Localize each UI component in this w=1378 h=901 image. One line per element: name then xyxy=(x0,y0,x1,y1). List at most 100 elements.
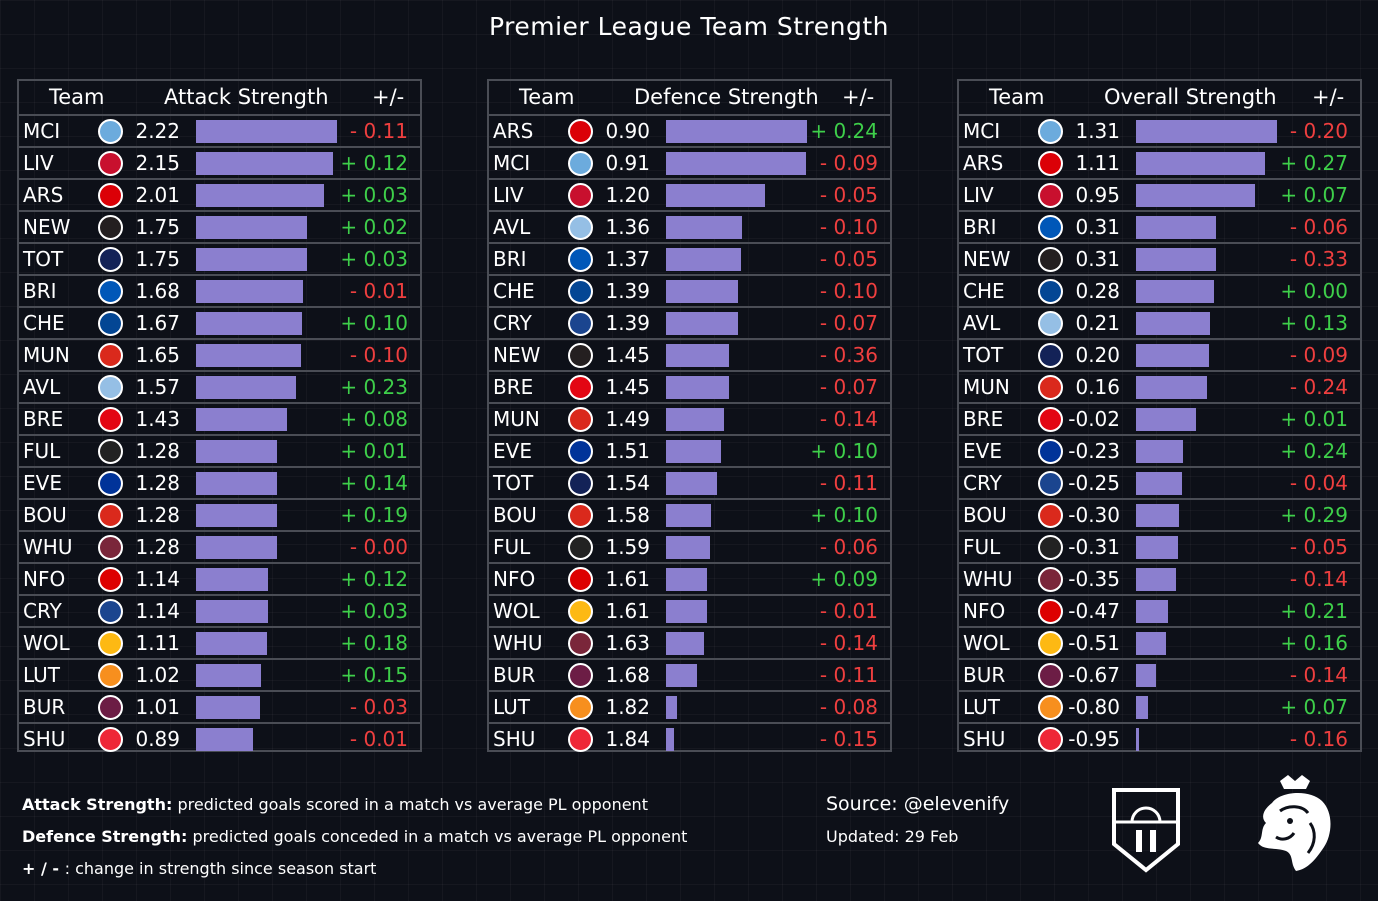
team-abbr: CHE xyxy=(963,279,1005,303)
club-crest-icon xyxy=(98,375,123,400)
club-crest-icon xyxy=(1038,375,1063,400)
table-row: CRY 1.14 + 0.03 xyxy=(19,594,420,626)
strength-value: 1.68 xyxy=(605,663,650,687)
strength-value: 1.84 xyxy=(605,727,650,751)
change-value: + 0.10 xyxy=(340,311,408,335)
table-row: WOL -0.51 + 0.16 xyxy=(959,626,1360,658)
strength-bar xyxy=(196,536,278,559)
change-value: - 0.05 xyxy=(819,183,878,207)
change-value: + 0.01 xyxy=(340,439,408,463)
source-text: Source: @elevenify xyxy=(826,793,1010,815)
change-value: - 0.06 xyxy=(1289,215,1348,239)
premier-league-lion-logo xyxy=(1258,775,1331,871)
team-abbr: MUN xyxy=(23,343,70,367)
club-crest-icon xyxy=(568,599,593,624)
club-crest-icon xyxy=(1038,279,1063,304)
strength-value: 1.49 xyxy=(605,407,650,431)
table-row: NEW 0.31 - 0.33 xyxy=(959,242,1360,274)
strength-bar xyxy=(1136,312,1210,335)
strength-value: 1.28 xyxy=(135,503,180,527)
strength-value: 0.89 xyxy=(135,727,180,751)
strength-bar xyxy=(666,248,741,271)
change-value: - 0.00 xyxy=(349,535,408,559)
club-crest-icon xyxy=(568,407,593,432)
team-abbr: MUN xyxy=(963,375,1010,399)
club-crest-icon xyxy=(1038,503,1063,528)
strength-value: 1.37 xyxy=(605,247,650,271)
team-abbr: CHE xyxy=(23,311,65,335)
change-value: + 0.18 xyxy=(340,631,408,655)
team-abbr: LIV xyxy=(493,183,524,207)
table-row: WHU 1.28 - 0.00 xyxy=(19,530,420,562)
strength-bar xyxy=(666,472,717,495)
change-value: + 0.19 xyxy=(340,503,408,527)
strength-bar xyxy=(666,408,724,431)
club-crest-icon xyxy=(1038,471,1063,496)
change-value: - 0.10 xyxy=(819,215,878,239)
club-crest-icon xyxy=(98,727,123,752)
table-row: ARS 1.11 + 0.27 xyxy=(959,146,1360,178)
strength-value: 0.31 xyxy=(1075,215,1120,239)
table-row: ARS 0.90 + 0.24 xyxy=(489,114,890,146)
strength-bar xyxy=(1136,216,1216,239)
page-title: Premier League Team Strength xyxy=(488,12,890,41)
change-value: - 0.06 xyxy=(819,535,878,559)
change-value: + 0.14 xyxy=(340,471,408,495)
table-row: LUT 1.82 - 0.08 xyxy=(489,690,890,722)
strength-bar xyxy=(196,248,308,271)
team-abbr: ARS xyxy=(963,151,1004,175)
table-row: AVL 0.21 + 0.13 xyxy=(959,306,1360,338)
legend-attack-text: predicted goals scored in a match vs ave… xyxy=(172,795,648,814)
header-change: +/- xyxy=(372,85,405,109)
change-value: - 0.11 xyxy=(819,663,878,687)
strength-bar xyxy=(666,216,743,239)
header-team: Team xyxy=(519,85,575,109)
team-abbr: CRY xyxy=(493,311,532,335)
club-crest-icon xyxy=(98,279,123,304)
table-row: SHU 0.89 - 0.01 xyxy=(19,722,420,754)
strength-value: 1.20 xyxy=(605,183,650,207)
strength-bar xyxy=(1136,696,1149,719)
strength-bar xyxy=(666,184,765,207)
change-value: - 0.11 xyxy=(349,119,408,143)
club-crest-icon xyxy=(98,471,123,496)
strength-value: 1.36 xyxy=(605,215,650,239)
legend-change-label: + / - xyxy=(22,859,65,878)
strength-value: 0.20 xyxy=(1075,343,1120,367)
team-abbr: TOT xyxy=(493,471,534,495)
change-value: - 0.14 xyxy=(1289,567,1348,591)
change-value: + 0.12 xyxy=(340,567,408,591)
header-metric: Defence Strength xyxy=(634,85,819,109)
team-abbr: ARS xyxy=(23,183,64,207)
table-row: BRE 1.45 - 0.07 xyxy=(489,370,890,402)
club-crest-icon xyxy=(568,375,593,400)
strength-value: 1.61 xyxy=(605,567,650,591)
strength-bar xyxy=(666,376,730,399)
strength-bar xyxy=(196,568,269,591)
change-value: - 0.01 xyxy=(819,599,878,623)
club-crest-icon xyxy=(98,503,123,528)
table-row: BRE 1.43 + 0.08 xyxy=(19,402,420,434)
strength-bar xyxy=(196,728,253,751)
strength-value: 1.14 xyxy=(135,599,180,623)
change-value: + 0.24 xyxy=(810,119,878,143)
club-crest-icon xyxy=(568,119,593,144)
change-value: - 0.14 xyxy=(819,407,878,431)
team-abbr: MCI xyxy=(23,119,61,143)
strength-value: 1.39 xyxy=(605,279,650,303)
strength-bar xyxy=(1136,184,1256,207)
header-team: Team xyxy=(989,85,1045,109)
club-crest-icon xyxy=(98,343,123,368)
team-abbr: AVL xyxy=(23,375,61,399)
change-value: - 0.08 xyxy=(819,695,878,719)
strength-bar xyxy=(1136,344,1210,367)
strength-value: 0.90 xyxy=(605,119,650,143)
strength-table-attack: Team Attack Strength +/- MCI 2.22 - 0.11 LIV 2.… xyxy=(17,79,422,752)
club-crest-icon xyxy=(568,311,593,336)
strength-bar xyxy=(666,696,678,719)
strength-value: -0.95 xyxy=(1068,727,1120,751)
club-crest-icon xyxy=(98,311,123,336)
club-crest-icon xyxy=(568,631,593,656)
club-crest-icon xyxy=(1038,183,1063,208)
strength-bar xyxy=(666,536,710,559)
